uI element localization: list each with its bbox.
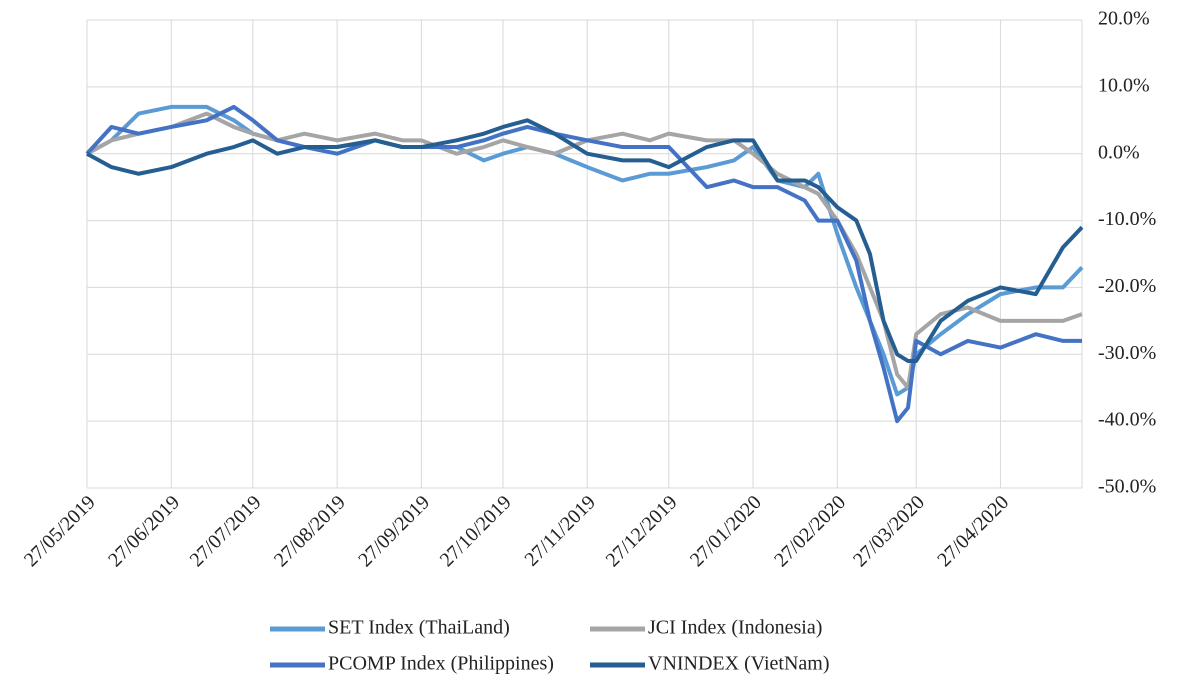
x-tick-label: 27/03/2020 [849,491,929,571]
y-tick-label: 20.0% [1098,8,1150,30]
x-tick-label: 27/12/2019 [602,491,682,571]
x-tick-label: 27/04/2020 [933,491,1013,571]
legend-label: SET Index (ThaiLand) [328,617,510,639]
y-tick-label: 0.0% [1098,141,1140,163]
series-line [86,118,1084,363]
legend-label: VNINDEX (VietNam) [648,653,830,675]
x-tick-label: 27/02/2020 [770,491,850,571]
y-tick-label: -50.0% [1098,476,1156,498]
y-tick-label: 10.0% [1098,74,1150,96]
legend-label: PCOMP Index (Philippines) [328,653,554,675]
x-tick-label: 27/09/2019 [354,491,434,571]
series-line [86,111,1083,390]
x-tick-label: 27/06/2019 [104,491,184,571]
series-line [85,104,1082,424]
x-tick-label: 27/11/2019 [521,491,600,570]
x-tick-label: 27/10/2019 [436,491,516,571]
x-tick-label: 27/01/2020 [686,491,766,571]
x-tick-label: 27/05/2019 [20,491,100,571]
y-tick-label: -30.0% [1098,342,1156,364]
y-tick-label: -10.0% [1098,208,1156,230]
x-tick-label: 27/08/2019 [270,491,350,571]
y-tick-label: -20.0% [1098,275,1156,297]
x-tick-label: 27/07/2019 [186,491,266,571]
legend-label: JCI Index (Indonesia) [648,617,822,639]
y-tick-label: -40.0% [1098,409,1156,431]
